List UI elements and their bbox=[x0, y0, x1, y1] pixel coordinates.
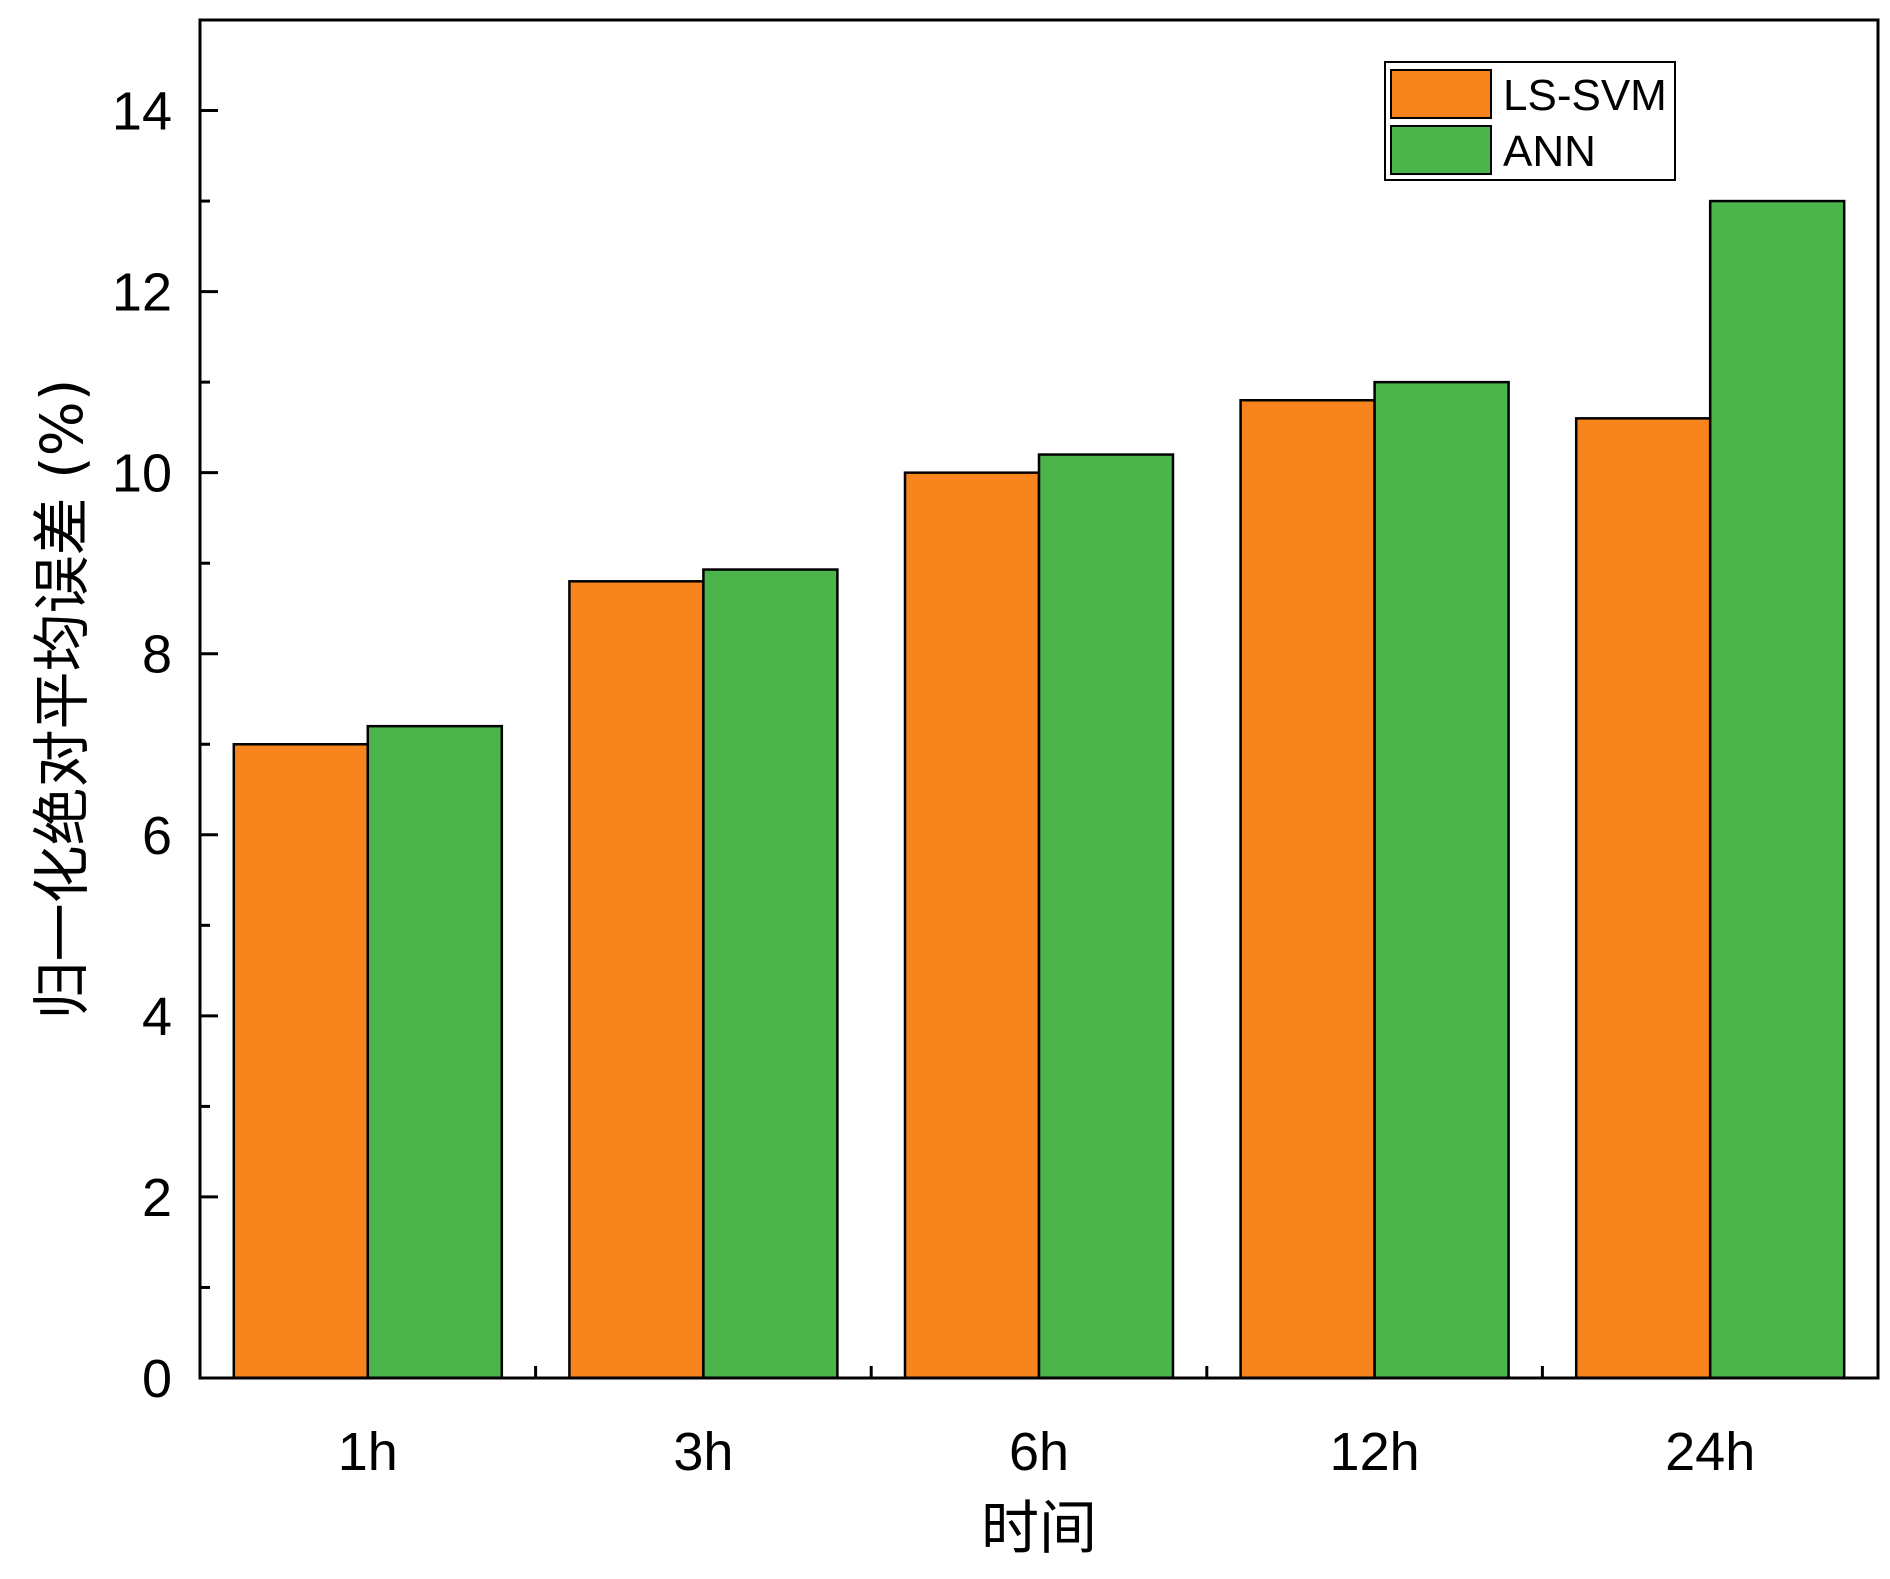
legend: LS-SVM ANN bbox=[1384, 61, 1676, 181]
y-tick-label: 12 bbox=[112, 263, 172, 323]
y-tick-label: 14 bbox=[112, 82, 172, 142]
plot-frame bbox=[198, 18, 1880, 1380]
bars-layer bbox=[232, 199, 1846, 1380]
legend-swatch-ls-svm bbox=[1390, 69, 1492, 119]
legend-label-ann: ANN bbox=[1503, 127, 1596, 176]
x-tick-label: 24h bbox=[1665, 1422, 1755, 1482]
x-tick-label: 6h bbox=[1009, 1422, 1069, 1482]
legend-label-ls-svm: LS-SVM bbox=[1503, 71, 1667, 120]
bar-ls-svm-24h bbox=[1574, 417, 1712, 1380]
x-tick-label: 3h bbox=[673, 1422, 733, 1482]
y-tick-label: 6 bbox=[142, 806, 172, 866]
y-tick-label: 0 bbox=[142, 1349, 172, 1409]
bar-ann-24h bbox=[1708, 199, 1846, 1380]
bar-ann-6h bbox=[1037, 453, 1175, 1380]
bar-ls-svm-1h bbox=[232, 743, 370, 1380]
y-tick-label: 2 bbox=[142, 1168, 172, 1228]
bar-ls-svm-12h bbox=[1239, 398, 1376, 1380]
y-tick-label: 4 bbox=[142, 987, 172, 1047]
legend-swatch-ann bbox=[1390, 125, 1492, 175]
y-tick-label: 8 bbox=[142, 625, 172, 685]
x-tick-label: 12h bbox=[1330, 1422, 1420, 1482]
y-axis-title: 归一化绝对平均误差 (%) bbox=[28, 379, 96, 1020]
x-tick-label: 1h bbox=[338, 1422, 398, 1482]
x-axis-title: 时间 bbox=[981, 1494, 1097, 1562]
y-tick-label: 10 bbox=[112, 444, 172, 504]
bar-ls-svm-3h bbox=[568, 580, 705, 1380]
bar-ann-12h bbox=[1373, 380, 1510, 1380]
x-axis: 1h 3h 6h 12h 24h bbox=[338, 1366, 1755, 1482]
y-axis: 0 2 4 6 8 10 12 14 bbox=[112, 18, 218, 1409]
bar-ann-1h bbox=[366, 724, 504, 1380]
bar-ls-svm-6h bbox=[903, 471, 1041, 1380]
bar-ann-3h bbox=[702, 568, 839, 1380]
